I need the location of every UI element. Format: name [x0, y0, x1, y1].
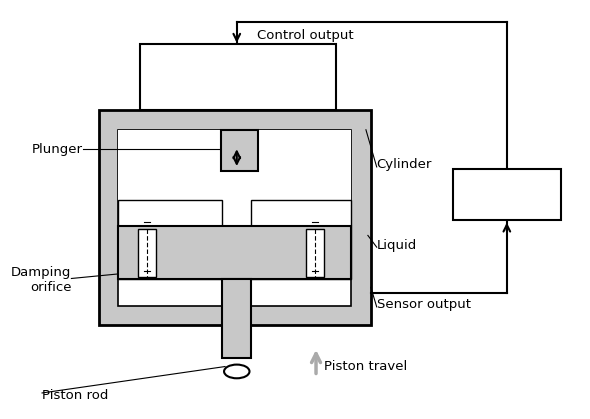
Ellipse shape [224, 365, 250, 378]
Text: Control output: Control output [257, 29, 353, 42]
Bar [119, 130, 351, 226]
Bar [119, 226, 351, 279]
Text: Piston rod: Piston rod [42, 389, 109, 402]
Bar [140, 44, 336, 110]
Bar [453, 169, 560, 220]
Text: Piston travel: Piston travel [324, 360, 407, 373]
Text: Damping
orifice: Damping orifice [11, 266, 71, 295]
Text: Cylinder: Cylinder [376, 158, 432, 171]
Bar [221, 130, 258, 171]
Text: Sensor output: Sensor output [376, 298, 471, 311]
Bar [99, 110, 371, 326]
Text: Controller: Controller [474, 188, 540, 201]
Text: Gear motor: Gear motor [196, 70, 280, 84]
Text: Piston: Piston [212, 245, 257, 259]
Text: Liquid: Liquid [376, 239, 417, 252]
Bar [222, 279, 251, 358]
Text: Plunger: Plunger [32, 143, 83, 156]
Bar [119, 130, 351, 306]
Bar [251, 200, 351, 279]
Bar [138, 229, 156, 277]
Bar [119, 200, 222, 279]
Bar [251, 200, 351, 279]
Bar [119, 200, 222, 279]
Bar [306, 229, 324, 277]
